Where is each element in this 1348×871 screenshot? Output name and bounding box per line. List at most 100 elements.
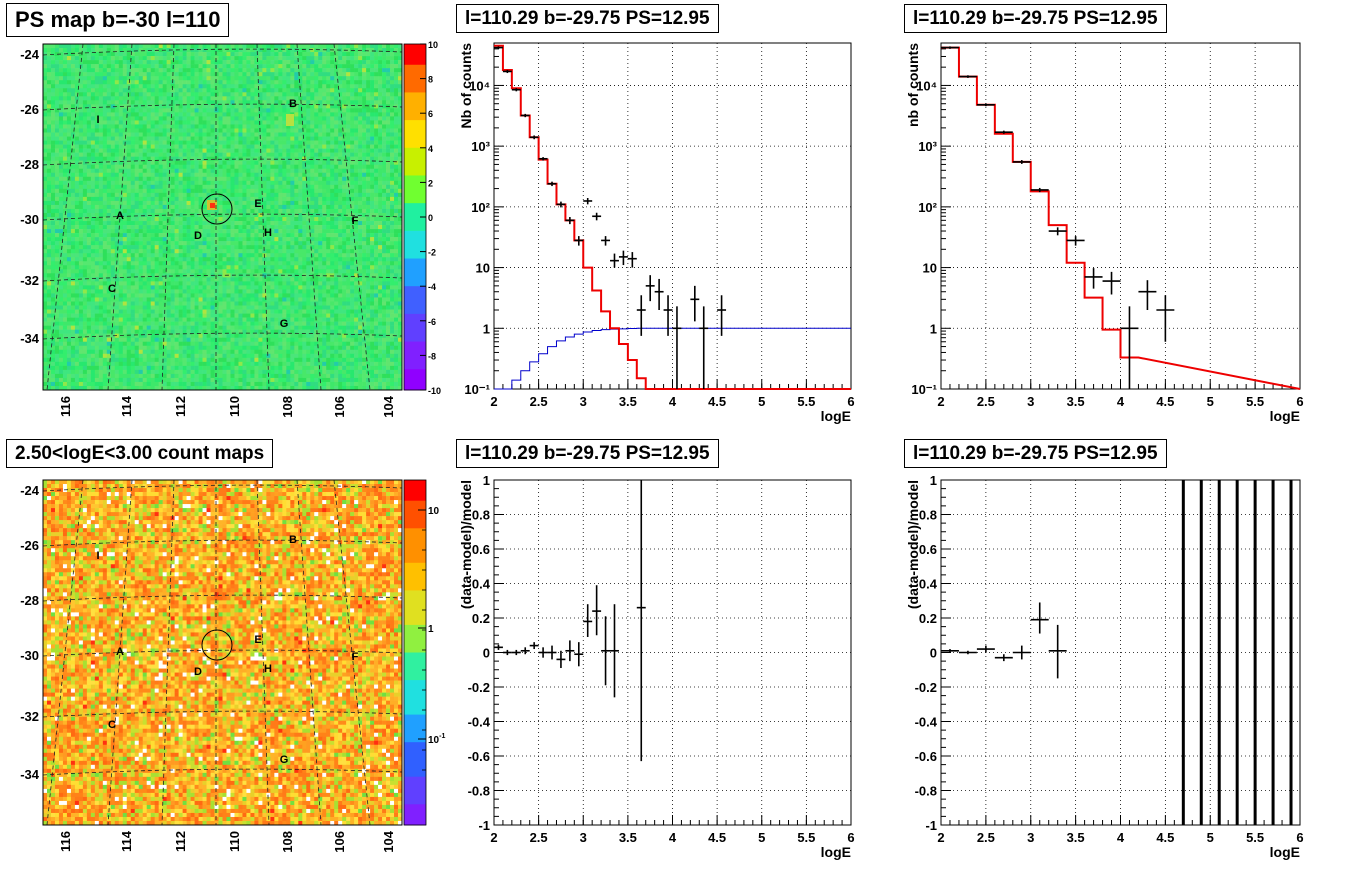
colorbar-tick-label: -8	[428, 351, 436, 361]
colorbar-frame	[403, 479, 427, 826]
data-point	[645, 275, 655, 302]
data-point	[1102, 271, 1121, 295]
colorbar-band	[404, 486, 426, 495]
map-y-tick-label: -32	[20, 273, 39, 288]
colorbar: 10 8 6 4 2 0 -2 -4 -6 -8 -10	[403, 40, 441, 396]
meridian-line	[256, 479, 270, 826]
y-tick-label: -0.8	[468, 784, 490, 799]
colorbar-band	[404, 44, 426, 52]
map-point-label: G	[280, 754, 289, 766]
data-point	[610, 253, 619, 268]
colorbar-band	[404, 728, 426, 736]
colorbar-band	[404, 78, 426, 87]
colorbar-exp-base: 10	[428, 735, 440, 746]
colorbar-band	[404, 64, 426, 73]
plot-panel-2: 2 2.5 3 3.5 4 4.5 5 5.5 6 10⁻¹ 1 10 10² 10³ 10⁴ logE nb …	[905, 42, 1304, 424]
data-point	[636, 480, 646, 762]
y-tick-label: 10⁻¹	[464, 382, 490, 397]
colorbar-band	[404, 673, 426, 681]
colorbar-band	[404, 762, 426, 771]
colorbar-band	[404, 327, 426, 336]
data-point	[1030, 187, 1049, 193]
colorbar-band	[404, 376, 426, 384]
x-tick-label: 3	[1027, 830, 1034, 845]
x-tick-label: 4.5	[708, 830, 726, 845]
colorbar-band	[404, 196, 426, 204]
data-point	[502, 649, 512, 656]
y-tick-label: 0	[483, 646, 490, 661]
data-point	[556, 650, 566, 669]
data-point	[610, 604, 619, 698]
y-tick-label: 0	[930, 646, 937, 661]
map-point-label: H	[264, 663, 272, 675]
map-point-label: F	[352, 215, 359, 227]
map-pixels	[43, 44, 403, 391]
x-tick-label: 3	[1027, 394, 1034, 409]
data-point	[592, 585, 602, 636]
data-point	[1120, 306, 1139, 389]
colorbar-band	[404, 597, 426, 605]
x-tick-label: 5	[758, 830, 765, 845]
colorbar-band	[404, 57, 426, 66]
data-point	[511, 649, 521, 656]
colorbar-band	[404, 355, 426, 363]
x-tick-label: 2	[937, 394, 944, 409]
colorbar-band	[404, 113, 426, 121]
data-point	[1156, 295, 1175, 342]
colorbar-band	[404, 569, 426, 578]
colorbar-band	[404, 618, 426, 626]
x-axis-title: logE	[821, 408, 851, 424]
map-x-tick-label: 116	[58, 396, 73, 417]
map-x-tick-label: 112	[173, 831, 188, 852]
x-tick-label: 2.5	[977, 394, 995, 409]
x-tick-label: 6	[847, 394, 854, 409]
x-tick-label: 4	[1117, 830, 1125, 845]
colorbar-band	[404, 756, 426, 764]
data-point	[690, 285, 700, 322]
colorbar-band	[404, 362, 426, 370]
map-point-label: B	[289, 98, 297, 110]
x-tick-label: 3	[580, 394, 587, 409]
y-tick-label: -1	[478, 818, 490, 833]
parallel-line	[42, 768, 403, 776]
y-tick-label: -0.6	[468, 749, 490, 764]
colorbar-band	[404, 133, 426, 142]
x-tick-label: 2.5	[530, 830, 548, 845]
model-histogram-red	[494, 44, 851, 390]
colorbar-band	[404, 237, 426, 246]
x-tick-label: 6	[1296, 394, 1303, 409]
colorbar-band	[404, 334, 426, 343]
plot-panel-4: 2 2.5 3 3.5 4 4.5 5 5.5 6 -1 -0.8 -0.6 -0.4 -0.2 0 0.2 0…	[905, 473, 1304, 860]
data-point	[520, 113, 530, 118]
colorbar-band	[404, 804, 426, 812]
x-tick-label: 6	[1296, 830, 1303, 845]
x-tick-label: 3.5	[619, 830, 637, 845]
y-tick-label: 10⁻¹	[911, 382, 937, 397]
source-hotspot-core	[210, 203, 215, 208]
colorbar-band	[404, 652, 426, 660]
data-point	[1138, 280, 1157, 311]
colorbar-band	[404, 742, 426, 750]
x-tick-label: 5	[1207, 830, 1214, 845]
colorbar-band	[404, 341, 426, 349]
data-point	[574, 642, 584, 667]
colorbar-band	[404, 71, 426, 80]
x-tick-label: 3.5	[619, 394, 637, 409]
data-point	[511, 88, 521, 92]
data-point	[574, 236, 584, 246]
colorbar-band	[404, 659, 426, 667]
map-x-tick-label: 106	[332, 831, 347, 853]
y-axis-title: (data-model)/model	[905, 480, 921, 609]
data-point	[654, 278, 664, 311]
colorbar-band	[404, 480, 426, 488]
ps-map-title: PS map b=-30 l=110	[6, 3, 230, 37]
hotspot-b	[286, 114, 294, 126]
plot-panel-3: 2 2.5 3 3.5 4 4.5 5 5.5 6 -1 -0.8 -0.6 -0.4 -0.2 0 0.2 0…	[458, 473, 855, 860]
spectrum2-title: l=110.29 b=-29.75 PS=12.95	[904, 4, 1167, 33]
data-point	[618, 250, 628, 266]
meridian-line	[256, 43, 270, 391]
x-tick-label: 4	[669, 394, 677, 409]
colorbar-tick-label: 8	[428, 75, 433, 85]
coordinate-grid	[42, 479, 403, 826]
colorbar-band	[404, 369, 426, 377]
